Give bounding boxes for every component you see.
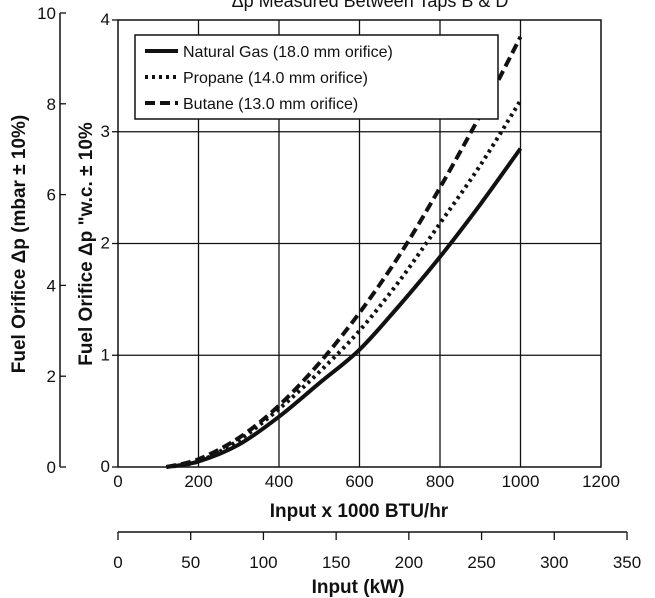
mbar-axis-label: Fuel Orifice Δp (mbar ± 10%) — [9, 115, 30, 373]
y-tick-label: 1 — [101, 345, 110, 364]
y-tick-label: 2 — [101, 234, 110, 253]
mbar-tick-label: 2 — [47, 367, 56, 386]
mbar-tick-label: 10 — [37, 4, 56, 23]
kw-axis-label: Input (kW) — [312, 577, 405, 598]
legend-label-natural-gas: Natural Gas (18.0 mm orifice) — [183, 44, 393, 61]
kw-tick-label: 250 — [467, 553, 495, 572]
series-group — [165, 35, 523, 469]
x-tick-label: 800 — [426, 472, 454, 491]
kw-tick-label: 100 — [249, 553, 277, 572]
legend-label-propane: Propane (14.0 mm orifice) — [183, 70, 368, 87]
legend-box — [134, 34, 499, 120]
chart-title: Δp Measured Between Taps B & D — [232, 0, 509, 11]
kw-tick-label: 200 — [395, 553, 423, 572]
kw-axis: 0 50 100 150 200 250 300 350 — [113, 531, 641, 572]
kw-tick-label: 50 — [181, 553, 200, 572]
series-line-propane — [165, 99, 523, 469]
x-tick-label: 1200 — [582, 472, 620, 491]
legend: Natural Gas (18.0 mm orifice) Propane (1… — [134, 34, 499, 120]
x-tick-label: 600 — [345, 472, 373, 491]
kw-tick-label: 300 — [540, 553, 568, 572]
y-axis-label: Fuel Orifice Δp "w.c. ± 10% — [76, 122, 97, 366]
x-tick-label: 0 — [113, 472, 122, 491]
x-axis-label: Input x 1000 BTU/hr — [270, 501, 449, 522]
kw-tick-label: 150 — [322, 553, 350, 572]
mbar-tick-label: 6 — [47, 186, 56, 205]
series-line-natural — [165, 147, 523, 469]
legend-label-butane: Butane (13.0 mm orifice) — [183, 96, 358, 113]
y-tick-label: 3 — [101, 122, 110, 141]
y-axis-ticks: 0 1 2 3 4 — [101, 10, 118, 476]
mbar-axis: 0 2 4 6 8 10 — [37, 4, 66, 477]
mbar-tick-label: 4 — [47, 276, 56, 295]
mbar-tick-label: 8 — [47, 95, 56, 114]
kw-tick-label: 350 — [613, 553, 641, 572]
x-tick-label: 200 — [184, 472, 212, 491]
x-axis-ticks: 0 200 400 600 800 1000 1200 — [113, 472, 620, 491]
series-line-butane — [165, 35, 523, 469]
y-tick-label: 4 — [101, 10, 110, 29]
x-tick-label: 1000 — [502, 472, 540, 491]
x-tick-label: 400 — [265, 472, 293, 491]
mbar-tick-label: 0 — [47, 458, 56, 477]
y-tick-label: 0 — [101, 457, 110, 476]
kw-tick-label: 0 — [113, 553, 122, 572]
